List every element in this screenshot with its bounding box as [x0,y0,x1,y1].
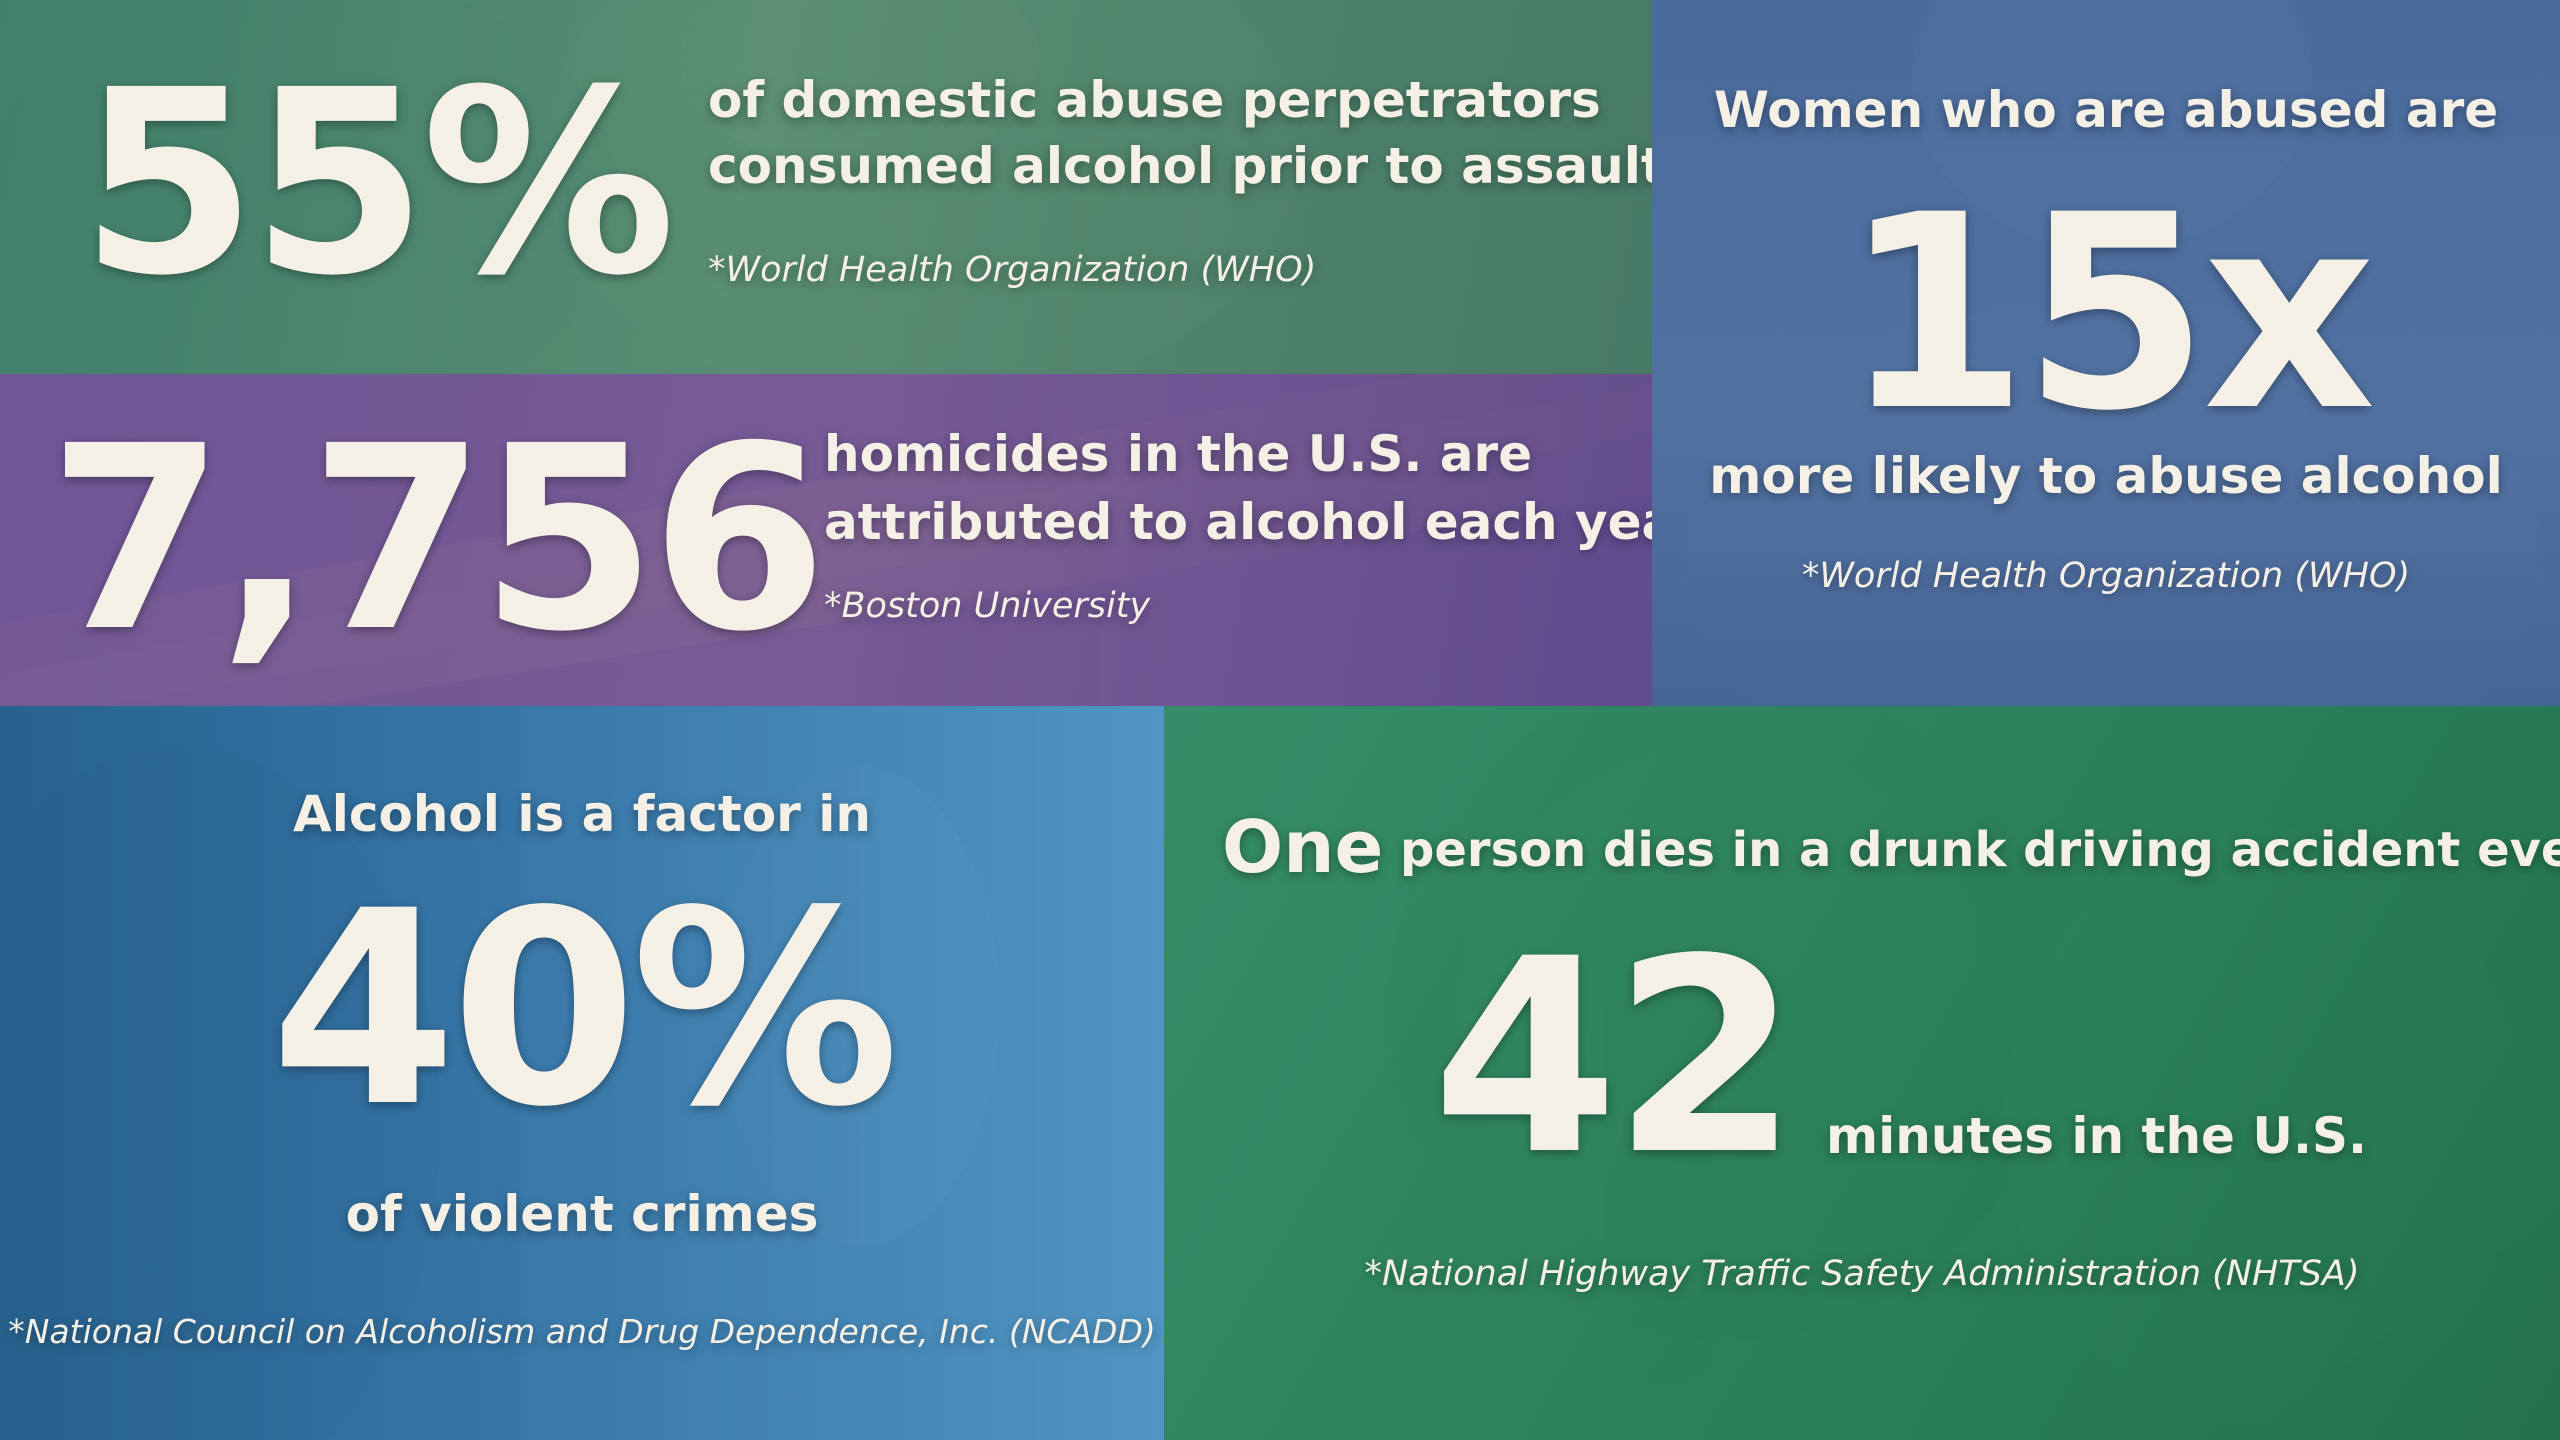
stat-description-line-2: attributed to alcohol each year [824,493,1652,551]
stat-panel-homicides: 7,756 homicides in the U.S. are attribut… [0,374,1652,706]
stat-tail-text: of violent crimes [345,1185,819,1243]
stat-source-boston-university: *Boston University [824,586,1151,626]
stat-panel-women-abused: Women who are abused are 15x more likely… [1652,0,2560,706]
stat-tail-text: minutes in the U.S. [1826,1107,2367,1165]
stat-figure-15x: 15x [1842,158,2376,470]
stat-panel-violent-crimes: Alcohol is a factor in 40% of violent cr… [0,706,1164,1440]
stat-description-line-1: of domestic abuse perpetrators [708,71,1601,129]
stat-tail-text: more likely to abuse alcohol [1709,447,2503,505]
stat-panel-drunk-driving: One person dies in a drunk driving accid… [1164,706,2560,1440]
stat-figure-7756: 7,756 [48,391,827,687]
stat-figure-42: 42 [1432,902,1799,1214]
stat-lead-text: person dies in a drunk driving accident … [1400,822,2560,878]
stat-lead-one: One [1222,805,1384,889]
stat-description-line-2: consumed alcohol prior to assault [708,137,1652,195]
stat-source-who: *World Health Organization (WHO) [708,250,1317,290]
stat-source-nhtsa: *National Highway Traffic Safety Adminis… [1364,1254,2360,1294]
stat-source-ncadd: *National Council on Alcoholism and Drug… [8,1312,1156,1351]
stat-lead-text: Women who are abused are [1713,81,2499,139]
stat-figure-40-percent: 40% [270,854,899,1166]
stat-description-line-1: homicides in the U.S. are [824,425,1533,483]
stat-panel-domestic-abuse: 55% of domestic abuse perpetrators consu… [0,0,1652,374]
stat-lead-text: Alcohol is a factor in [293,785,871,843]
stat-figure-55-percent: 55% [80,35,676,331]
stat-source-who: *World Health Organization (WHO) [1801,556,2411,596]
